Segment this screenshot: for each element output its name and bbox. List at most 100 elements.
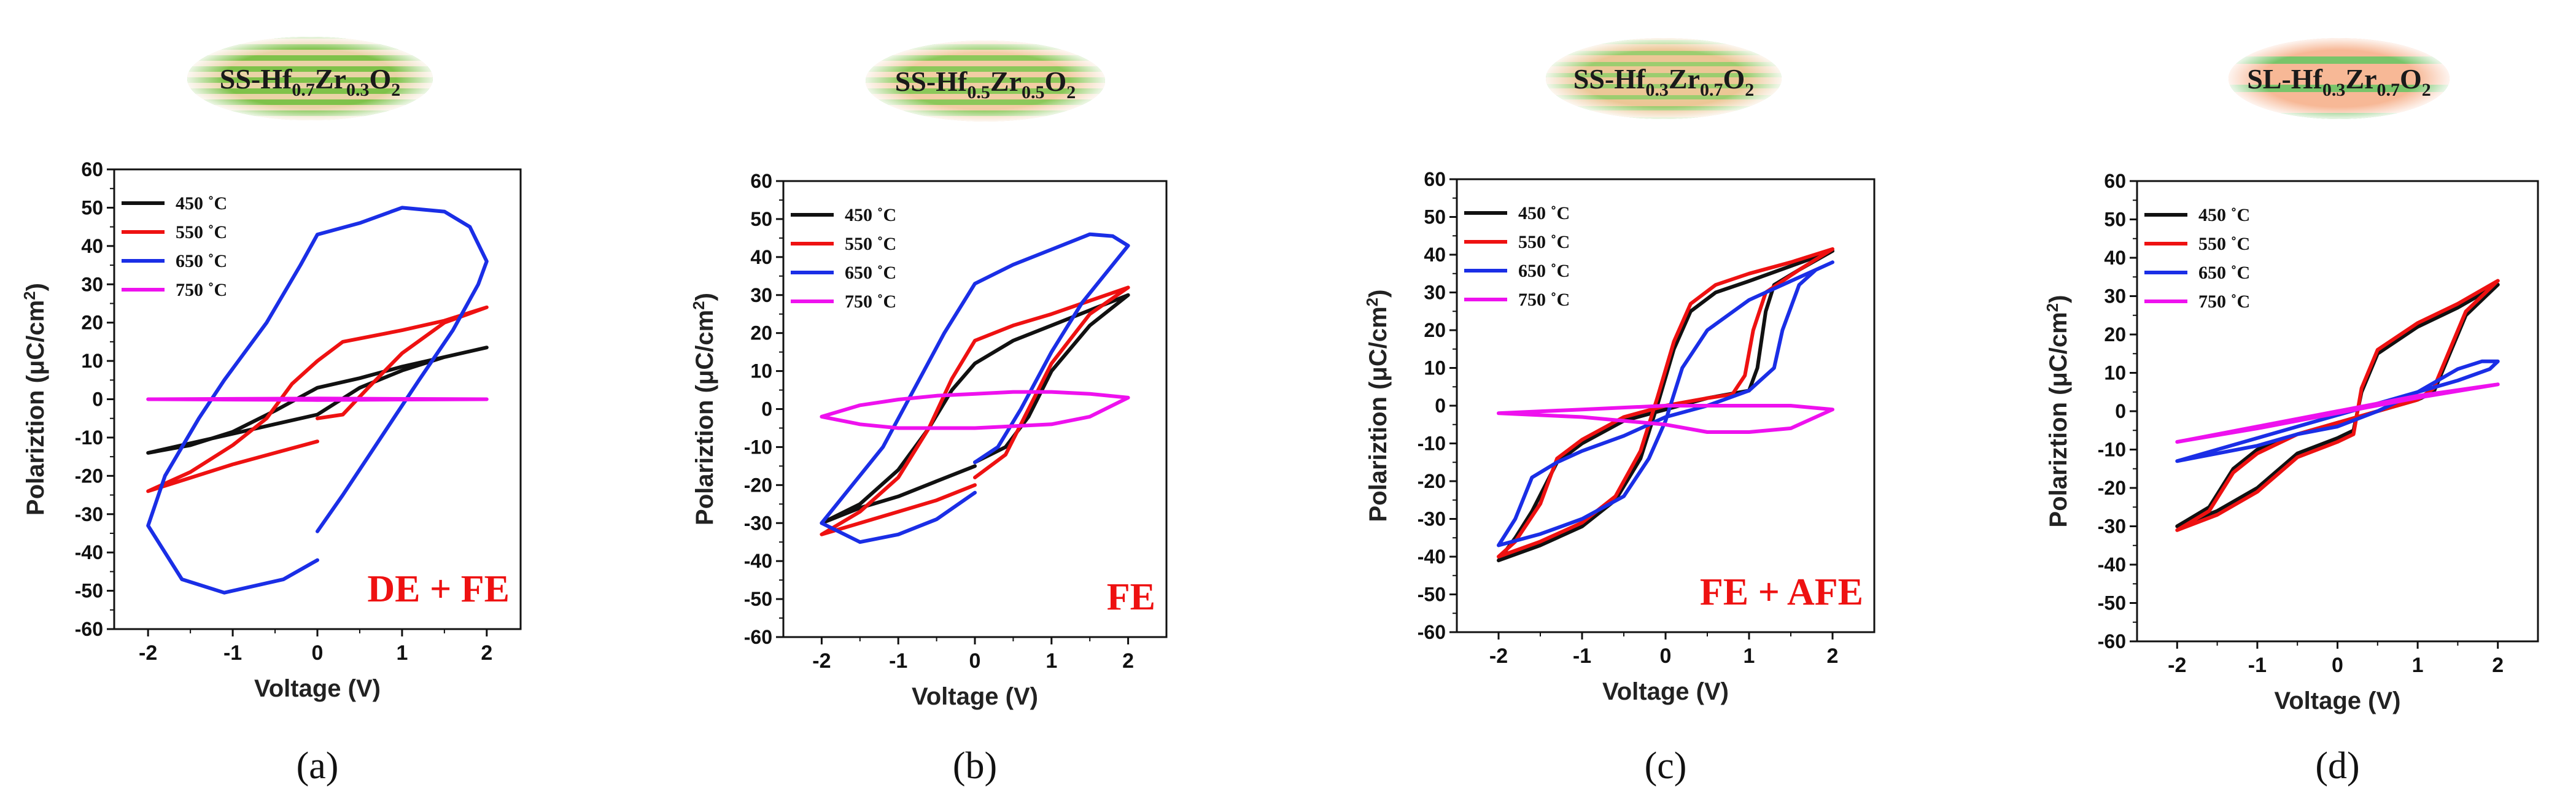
x-axis-title: Voltage (V) [912, 683, 1038, 710]
y-tick-label: 40 [2104, 247, 2126, 269]
y-tick-label: -40 [2098, 554, 2126, 576]
x-tick-label: 0 [969, 649, 981, 673]
legend-label: 750 ˚C [1518, 290, 1570, 310]
panel-label: (d) [2315, 745, 2359, 787]
legend-label: 650 ˚C [2198, 263, 2250, 283]
material-badge: SL-Hf0.3Zr0.7O2 [2229, 38, 2450, 119]
y-tick-label: -20 [744, 474, 772, 496]
y-tick-label: 50 [1424, 206, 1446, 228]
y-tick-label: 10 [2104, 362, 2126, 384]
x-tick-label: -1 [223, 641, 242, 665]
material-formula: SS-Hf0.5Zr0.5O2 [895, 66, 1076, 102]
y-tick-label: -60 [1418, 621, 1446, 643]
legend-label: 550 ˚C [1518, 232, 1570, 252]
legend: 450 ˚C 550 ˚C 650 ˚C 750 ˚C [2144, 205, 2250, 312]
series-curve-black [2175, 282, 2500, 528]
y-tick-label: 0 [761, 398, 772, 420]
x-tick-label: -2 [139, 641, 157, 665]
legend: 450 ˚C 550 ˚C 650 ˚C 750 ˚C [122, 193, 227, 300]
series-curve-red [820, 285, 1130, 536]
badge-fade [1546, 38, 1782, 119]
panel-label: (b) [953, 745, 997, 787]
y-axis-title: Polariztion (μC/cm2) [2043, 295, 2072, 528]
y-tick-label: -60 [75, 618, 103, 640]
chart-panel-d: SL-Hf0.3Zr0.7O2-60-50-40-30-20-100102030… [2043, 38, 2539, 787]
panel-label: (a) [297, 745, 339, 787]
chart-panel-b: SS-Hf0.5Zr0.5O2-60-50-40-30-20-100102030… [689, 41, 1168, 787]
material-badge: SS-Hf0.3Zr0.7O2 [1546, 38, 1782, 119]
phase-annotation: FE [1107, 576, 1155, 618]
y-tick-label: -30 [75, 503, 103, 525]
x-tick-label: -2 [812, 649, 831, 673]
series-curve-blue [1497, 260, 1834, 547]
y-tick-label: 30 [81, 273, 103, 295]
material-formula: SS-Hf0.7Zr0.3O2 [220, 63, 400, 100]
chart-panel-a: SS-Hf0.7Zr0.3O2-60-50-40-30-20-100102030… [20, 37, 522, 787]
x-axis-title: Voltage (V) [254, 675, 381, 702]
badge-fade [866, 41, 1105, 122]
series-curve-magenta [146, 396, 489, 402]
x-tick-label: 2 [481, 641, 492, 665]
series-curve-magenta [1497, 404, 1834, 434]
x-tick-label: 0 [312, 641, 324, 665]
x-tick-label: -2 [1489, 644, 1508, 668]
y-tick-label: 50 [81, 196, 103, 218]
y-tick-label: 10 [81, 350, 103, 372]
y-tick-label: -50 [2098, 592, 2126, 614]
y-tick-label: 40 [750, 246, 772, 268]
y-tick-label: -40 [744, 550, 772, 572]
x-tick-label: 0 [1660, 644, 1672, 668]
phase-annotation: FE + AFE [1700, 571, 1863, 613]
chart-panel-c: SS-Hf0.3Zr0.7O2-60-50-40-30-20-100102030… [1363, 38, 1876, 787]
y-tick-label: 20 [1424, 319, 1446, 341]
y-tick-label: 60 [81, 158, 103, 180]
y-axis-title: Polariztion (μC/cm2) [1363, 290, 1392, 522]
y-tick-label: -10 [2098, 439, 2126, 461]
x-tick-label: -1 [2248, 654, 2267, 677]
x-tick-label: 1 [1744, 644, 1755, 668]
legend-label: 550 ˚C [176, 222, 227, 242]
y-tick-label: -50 [744, 588, 772, 610]
badge-fade [2229, 38, 2450, 119]
phase-annotation: DE + FE [367, 568, 510, 610]
legend: 450 ˚C 550 ˚C 650 ˚C 750 ˚C [791, 205, 896, 312]
y-tick-label: 60 [1424, 168, 1446, 190]
x-tick-label: -2 [2168, 654, 2186, 677]
legend-label: 650 ˚C [1518, 261, 1570, 281]
x-tick-label: 1 [1046, 649, 1057, 673]
material-badge: SS-Hf0.7Zr0.3O2 [187, 37, 433, 120]
x-axis-title: Voltage (V) [1602, 678, 1729, 705]
legend-label: 650 ˚C [845, 263, 896, 283]
y-axis-title: Polariztion (μC/cm2) [20, 283, 49, 516]
series-curve-blue [146, 206, 489, 595]
y-tick-label: -60 [744, 626, 772, 648]
y-tick-label: -30 [2098, 516, 2126, 538]
y-tick-label: 60 [750, 170, 772, 192]
material-formula: SS-Hf0.3Zr0.7O2 [1573, 63, 1754, 100]
legend-label: 450 ˚C [176, 193, 227, 214]
y-tick-label: -10 [75, 427, 103, 449]
legend-label: 750 ˚C [2198, 292, 2250, 312]
y-tick-label: 0 [1435, 395, 1446, 417]
series-curve-red [146, 305, 489, 493]
y-axis-title: Polariztion (μC/cm2) [689, 293, 718, 525]
series-curve-blue [2175, 359, 2500, 463]
y-tick-label: -30 [744, 512, 772, 534]
series-curve-red [2175, 279, 2500, 532]
y-tick-label: -50 [75, 580, 103, 602]
x-tick-label: 1 [2412, 654, 2424, 677]
y-tick-label: 40 [1424, 244, 1446, 266]
y-tick-label: 30 [750, 284, 772, 306]
y-tick-label: 10 [750, 360, 772, 382]
y-tick-label: -50 [1418, 584, 1446, 606]
x-tick-label: 2 [1122, 649, 1134, 673]
y-tick-label: -20 [75, 465, 103, 487]
legend-label: 750 ˚C [176, 280, 227, 300]
y-tick-label: 30 [2104, 285, 2126, 307]
y-tick-label: -30 [1418, 508, 1446, 530]
x-tick-label: -1 [1573, 644, 1591, 668]
y-tick-label: 50 [750, 208, 772, 230]
material-badge: SS-Hf0.5Zr0.5O2 [866, 41, 1105, 122]
y-tick-label: -40 [75, 541, 103, 563]
